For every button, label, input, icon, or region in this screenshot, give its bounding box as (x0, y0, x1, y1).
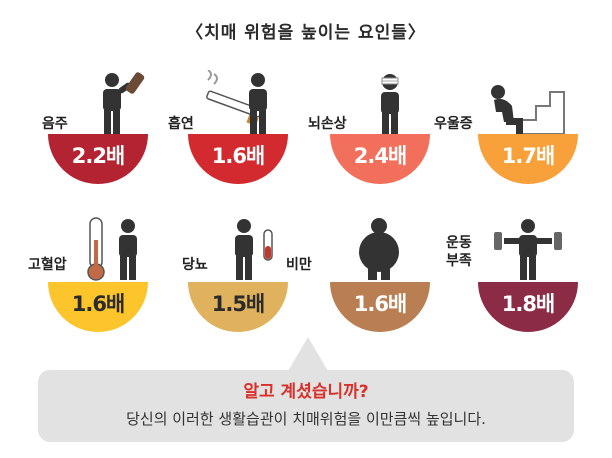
factor-bowl: 1.5배 (188, 282, 288, 332)
callout-box: 알고 계셨습니까? 당신의 이러한 생활습관이 치매위험을 이만큼씩 높입니다. (38, 370, 574, 442)
factor-label: 운동 부족 (446, 235, 472, 269)
factor-value: 1.8배 (501, 292, 556, 316)
factor-bowl: 1.6배 (48, 282, 148, 332)
factor-label: 뇌손상 (308, 116, 347, 132)
factor-value: 1.5배 (211, 292, 266, 316)
factor-bowl: 1.7배 (478, 134, 578, 184)
factor-value: 2.4배 (353, 144, 408, 168)
factor-obesity: 비만 1.6배 (286, 216, 446, 332)
factor-bowl: 1.6배 (188, 134, 288, 184)
factor-depression: 우울증 1.7배 (434, 68, 594, 184)
depressed-person-icon (491, 85, 565, 135)
factor-value: 1.7배 (501, 144, 556, 168)
factor-label: 고혈압 (28, 257, 67, 273)
factor-label: 비만 (286, 257, 312, 273)
page-title: 〈치매 위험을 높이는 요인들〉 (186, 23, 426, 43)
drinking-person-icon (103, 72, 145, 134)
factor-label: 우울증 (434, 116, 473, 132)
obese-person-icon (359, 218, 399, 280)
test-tube-person-icon (235, 219, 273, 280)
thermometer-person-icon (87, 217, 137, 281)
factor-label: 당뇨 (182, 257, 208, 273)
factor-hypertension: 고혈압 1.6배 (28, 216, 164, 332)
factor-value: 1.6배 (71, 292, 126, 316)
factor-value: 1.6배 (211, 144, 266, 168)
factor-bowl: 1.6배 (330, 282, 430, 332)
smoking-person-icon (206, 70, 267, 134)
callout-body: 당신의 이러한 생활습관이 치매위험을 이만큼씩 높입니다. (126, 410, 486, 428)
factor-label: 흡연 (168, 116, 194, 132)
factor-bowl: 1.8배 (478, 282, 578, 332)
callout-headline: 알고 계셨습니까? (243, 382, 369, 402)
factor-drinking: 음주 2.2배 (34, 68, 164, 184)
factor-value: 1.6배 (353, 292, 408, 316)
factor-value: 2.2배 (71, 144, 126, 168)
factor-lack-of-exercise: 운동 부족 1.8배 (446, 216, 594, 332)
factor-diabetes: 당뇨 1.5배 (174, 216, 304, 332)
factor-bowl: 2.2배 (48, 134, 148, 184)
head-injury-person-icon (381, 74, 399, 135)
dumbbell-person-icon (494, 219, 562, 280)
factor-label: 음주 (42, 116, 68, 132)
factor-bowl: 2.4배 (330, 134, 430, 184)
callout-pointer (288, 337, 328, 371)
factor-smoking: 흡연 1.6배 (168, 68, 304, 184)
factor-brain-injury: 뇌손상 2.4배 (308, 68, 446, 184)
